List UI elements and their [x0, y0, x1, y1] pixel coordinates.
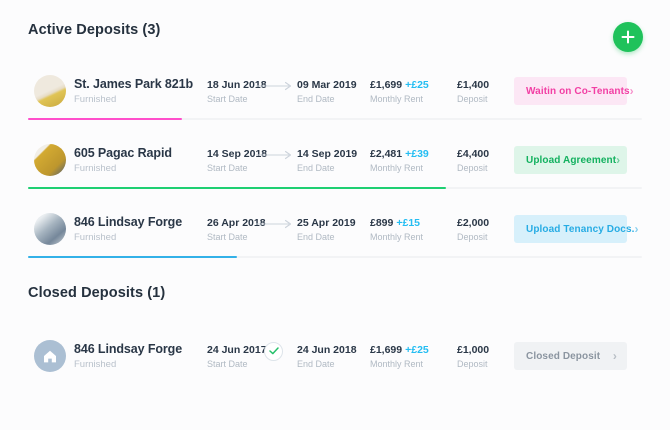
deposit-row: 846 Lindsay Forge Furnished 26 Apr 2018 …: [28, 202, 642, 258]
end-date-value: 09 Mar 2019: [297, 78, 357, 91]
deposit-value: £2,000: [457, 216, 490, 229]
rent-value: £2,481: [370, 147, 403, 160]
property-avatar: [34, 340, 66, 372]
property-avatar: [34, 75, 66, 107]
date-arrow-icon: [255, 219, 293, 229]
chevron-right-icon: ›: [629, 84, 634, 98]
end-date-value: 25 Apr 2019: [297, 216, 356, 229]
property-furnishing: Furnished: [74, 359, 117, 370]
rent-label: Monthly Rent: [370, 358, 424, 369]
active-deposits-list: St. James Park 821b Furnished 18 Jun 201…: [28, 64, 642, 258]
deposit-row: 605 Pagac Rapid Furnished 14 Sep 2018 St…: [28, 133, 642, 189]
home-icon: [43, 350, 57, 363]
status-button[interactable]: Upload Agreement ›: [514, 146, 627, 174]
status-button[interactable]: Upload Tenancy Docs. ›: [514, 215, 639, 243]
rent-label: Monthly Rent: [370, 231, 424, 242]
start-date-label: Start Date: [207, 358, 248, 369]
date-arrow-icon: [255, 150, 293, 160]
deposit-label: Deposit: [457, 358, 488, 369]
deposit-value: £1,000: [457, 343, 490, 356]
tenancy-progress-track: [28, 187, 642, 189]
start-date-value: 24 Jun 2017: [207, 343, 267, 356]
end-date-label: End Date: [297, 231, 335, 242]
rent-value: £1,699: [370, 78, 403, 91]
chevron-right-icon: ›: [612, 349, 617, 363]
deposit-label: Deposit: [457, 162, 488, 173]
deposit-value: £4,400: [457, 147, 490, 160]
rent-increase: +£25: [405, 78, 429, 91]
property-furnishing: Furnished: [74, 163, 117, 174]
deposit-row: 846 Lindsay Forge Furnished 24 Jun 2017 …: [28, 329, 642, 383]
active-deposits-title: Active Deposits (3): [28, 22, 161, 38]
tenancy-progress-fill: [28, 118, 182, 120]
end-date-label: End Date: [297, 93, 335, 104]
status-button[interactable]: Closed Deposit ›: [514, 342, 627, 370]
rent-increase: +£25: [405, 343, 429, 356]
property-name: 605 Pagac Rapid: [74, 146, 172, 160]
end-date-label: End Date: [297, 358, 335, 369]
end-date-label: End Date: [297, 162, 335, 173]
chevron-right-icon: ›: [634, 222, 639, 236]
plus-icon: [621, 30, 635, 44]
property-name: 846 Lindsay Forge: [74, 342, 183, 356]
status-label: Waitin on Co-Tenants: [526, 85, 630, 97]
start-date-label: Start Date: [207, 93, 248, 104]
tenancy-progress-fill: [28, 187, 446, 189]
status-label: Upload Tenancy Docs.: [526, 223, 635, 235]
closed-deposits-title: Closed Deposits (1): [28, 285, 166, 301]
start-date-value: 14 Sep 2018: [207, 147, 268, 160]
chevron-right-icon: ›: [616, 153, 621, 167]
deposit-row: St. James Park 821b Furnished 18 Jun 201…: [28, 64, 642, 120]
rent-label: Monthly Rent: [370, 162, 424, 173]
check-circle-icon: [264, 341, 283, 361]
status-label: Closed Deposit: [526, 350, 601, 362]
rent-label: Monthly Rent: [370, 93, 424, 104]
tenancy-progress-track: [28, 256, 642, 258]
tenancy-progress-track: [28, 118, 642, 120]
status-button[interactable]: Waitin on Co-Tenants ›: [514, 77, 634, 105]
property-avatar: [34, 144, 66, 176]
end-date-value: 24 Jun 2018: [297, 343, 357, 356]
end-date-value: 14 Sep 2019: [297, 147, 358, 160]
rent-increase: +£15: [396, 216, 421, 229]
start-date-value: 18 Jun 2018: [207, 78, 267, 91]
start-date-label: Start Date: [207, 231, 248, 242]
closed-deposits-list: 846 Lindsay Forge Furnished 24 Jun 2017 …: [28, 329, 642, 383]
start-date-label: Start Date: [207, 162, 248, 173]
start-date-value: 26 Apr 2018: [207, 216, 266, 229]
property-furnishing: Furnished: [74, 232, 117, 243]
deposit-label: Deposit: [457, 93, 488, 104]
property-avatar: [34, 213, 66, 245]
property-furnishing: Furnished: [74, 94, 117, 105]
property-name: 846 Lindsay Forge: [74, 215, 183, 229]
status-label: Upload Agreement: [526, 154, 617, 166]
rent-value: £1,699: [370, 343, 403, 356]
deposit-label: Deposit: [457, 231, 488, 242]
date-arrow-icon: [255, 81, 293, 91]
deposit-value: £1,400: [457, 78, 490, 91]
property-name: St. James Park 821b: [74, 77, 194, 91]
tenancy-progress-fill: [28, 256, 237, 258]
rent-increase: +£39: [405, 147, 429, 160]
add-deposit-button[interactable]: [613, 22, 643, 52]
rent-value: £899: [370, 216, 394, 229]
